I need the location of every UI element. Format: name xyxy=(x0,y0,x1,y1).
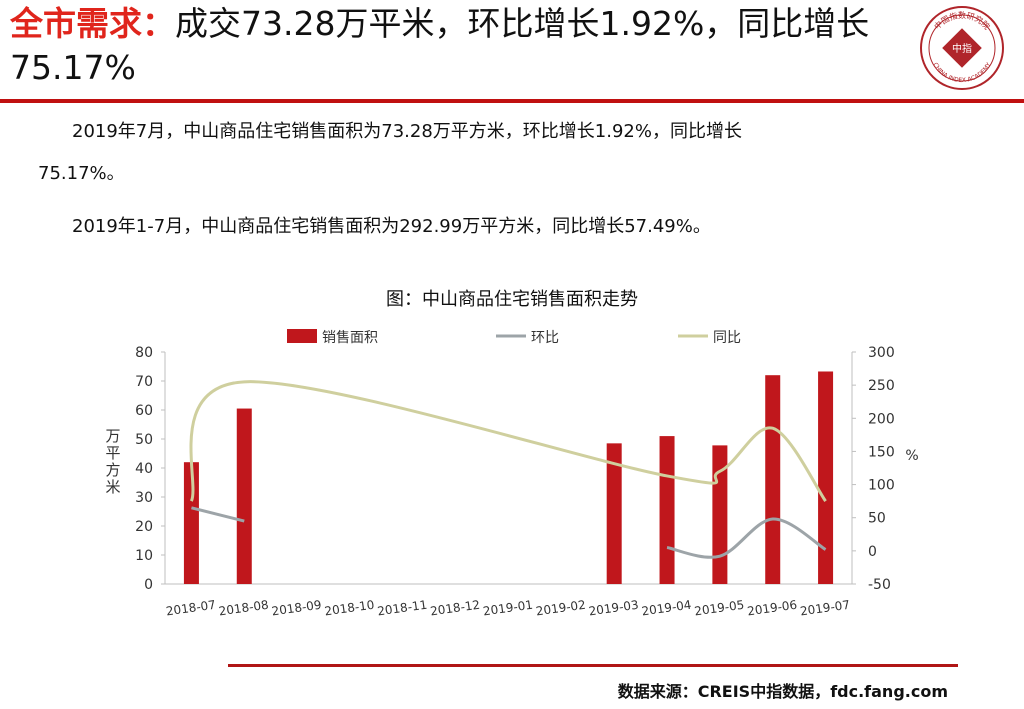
y2-tick-label: 50 xyxy=(868,511,886,527)
y2-tick-label: 100 xyxy=(868,478,895,494)
y2-tick-label: -50 xyxy=(868,577,891,593)
y-tick-label: 10 xyxy=(135,548,153,564)
x-tick-label: 2019-05 xyxy=(694,598,746,619)
page-title: 全市需求：成交73.28万平米，环比增长1.92%，同比增长75.17% xyxy=(10,2,900,90)
paragraph-1-continued: 75.17%。 xyxy=(38,163,125,184)
bar-sales-area xyxy=(606,443,622,584)
paragraph-1: 2019年7月，中山商品住宅销售面积为73.28万平方米，环比增长1.92%，同… xyxy=(72,121,742,142)
bar-sales-area xyxy=(765,375,781,584)
x-tick-label: 2019-07 xyxy=(799,598,851,619)
x-tick-label: 2018-10 xyxy=(324,598,376,619)
line-yoy xyxy=(189,380,827,503)
title-divider xyxy=(0,99,1024,103)
x-tick-label: 2018-11 xyxy=(376,598,428,619)
y2-tick-label: 150 xyxy=(868,444,895,460)
x-tick-label: 2019-01 xyxy=(482,598,534,619)
y-axis-title-char: 平 xyxy=(105,444,120,462)
y2-tick-label: 250 xyxy=(868,378,895,394)
y-tick-label: 40 xyxy=(135,461,153,477)
chart-title: 图：中山商品住宅销售面积走势 xyxy=(386,289,638,310)
y-axis-title-char: 万 xyxy=(105,427,120,445)
y-axis-title-char: 方 xyxy=(105,461,120,479)
title-rest: 成交73.28万平米，环比增长1.92%，同比增长75.17% xyxy=(10,4,870,87)
legend-label-yoy: 同比 xyxy=(713,330,741,346)
x-tick-label: 2019-03 xyxy=(588,598,640,619)
line-mom xyxy=(666,517,827,559)
china-index-academy-logo: 中国指数研究院 CHINA INDEX ACADEMY 中指 xyxy=(920,6,1004,90)
legend-label-sales-area: 销售面积 xyxy=(322,330,378,346)
y-tick-label: 80 xyxy=(135,345,153,361)
y-axis-title-char: 米 xyxy=(105,478,120,496)
line-mom xyxy=(191,506,245,523)
x-tick-label: 2018-07 xyxy=(165,598,217,619)
bar-sales-area xyxy=(818,371,834,584)
x-tick-label: 2018-08 xyxy=(218,598,270,619)
y-tick-label: 0 xyxy=(144,577,153,593)
data-source: 数据来源：CREIS中指数据，fdc.fang.com xyxy=(617,682,948,701)
y2-tick-label: 200 xyxy=(868,411,895,427)
y-tick-label: 50 xyxy=(135,432,153,448)
legend-swatch-sales-area xyxy=(287,329,317,343)
y-tick-label: 30 xyxy=(135,490,153,506)
bar-sales-area xyxy=(236,408,252,584)
y-tick-label: 60 xyxy=(135,403,153,419)
footer-divider xyxy=(228,664,958,667)
sales-area-chart: 0 10 20 30 40 50 60 70 80 -50 0 50 100 150 200 250 300 20… xyxy=(105,329,919,619)
x-tick-label: 2019-02 xyxy=(535,598,587,619)
x-tick-label: 2019-04 xyxy=(641,598,693,619)
bar-sales-area xyxy=(183,462,199,584)
y2-tick-label: 300 xyxy=(868,345,895,361)
x-tick-label: 2018-12 xyxy=(429,598,481,619)
x-tick-label: 2019-06 xyxy=(746,598,798,619)
x-tick-label: 2018-09 xyxy=(271,598,323,619)
y2-axis-title: % xyxy=(905,448,918,464)
bar-sales-area xyxy=(659,436,675,584)
logo-center: 中指 xyxy=(952,42,972,55)
y2-tick-label: 0 xyxy=(868,544,877,560)
paragraph-2: 2019年1-7月，中山商品住宅销售面积为292.99万平方米，同比增长57.4… xyxy=(72,216,711,237)
y-tick-label: 70 xyxy=(135,374,153,390)
legend-label-mom: 环比 xyxy=(531,330,559,346)
y-tick-label: 20 xyxy=(135,519,153,535)
title-lead: 全市需求： xyxy=(10,4,175,43)
